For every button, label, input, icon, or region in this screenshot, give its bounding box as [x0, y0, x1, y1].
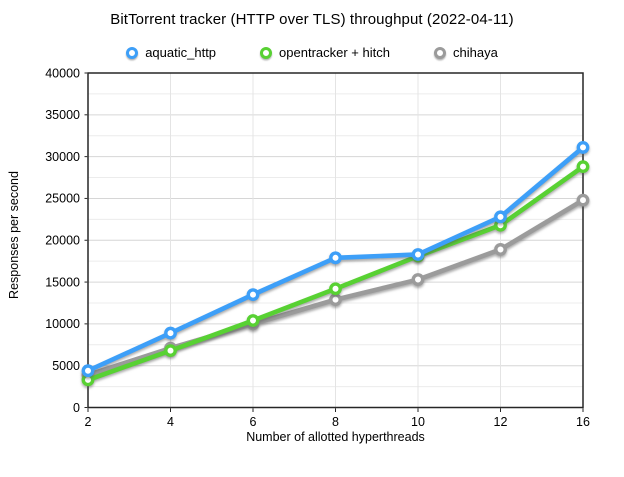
data-point: [576, 160, 590, 174]
data-point: [81, 364, 95, 378]
x-axis-title: Number of allotted hyperthreads: [246, 430, 425, 444]
y-tick-label: 10000: [45, 317, 80, 331]
data-point: [164, 326, 177, 340]
x-tick-label: 12: [494, 415, 508, 429]
chart-title: BitTorrent tracker (HTTP over TLS) throu…: [110, 11, 514, 28]
y-tick-label: 40000: [45, 66, 80, 80]
data-point: [411, 248, 425, 261]
data-point: [329, 251, 342, 265]
legend-label: chihaya: [452, 45, 498, 60]
legend-marker-icon: [126, 46, 139, 59]
y-tick-label: 30000: [45, 150, 80, 164]
y-tick-label: 15000: [45, 275, 80, 289]
y-tick-label: 25000: [45, 192, 80, 206]
y-tick-label: 0: [73, 401, 80, 415]
y-tick-label: 35000: [45, 108, 80, 122]
legend-item-chihaya: chihaya: [433, 45, 498, 60]
legend-marker-icon: [433, 46, 446, 59]
legend-label: aquatic_http: [145, 45, 217, 60]
data-point: [494, 243, 507, 256]
chart-legend: aquatic_http opentracker + hitch chihaya: [0, 45, 624, 60]
x-tick-label: 10: [411, 415, 425, 429]
data-point: [411, 273, 425, 286]
x-tick-label: 6: [250, 415, 257, 429]
data-point: [246, 314, 260, 327]
data-point: [329, 282, 342, 296]
data-point: [576, 141, 590, 154]
series-opentracker-hitch: [81, 160, 590, 387]
legend-item-opentracker-hitch: opentracker + hitch: [260, 45, 390, 60]
x-tick-label: 4: [167, 415, 174, 429]
data-point: [494, 210, 507, 224]
x-tick-label: 8: [332, 415, 339, 429]
data-point: [164, 344, 177, 358]
x-tick-label: 16: [576, 415, 590, 429]
plot-frame: [87, 72, 584, 409]
data-point: [329, 293, 342, 307]
x-tick-label: 2: [85, 415, 92, 429]
data-point: [576, 193, 590, 207]
legend-label: opentracker + hitch: [279, 45, 390, 60]
data-point: [246, 288, 260, 302]
y-tick-label: 5000: [52, 359, 80, 373]
legend-item-aquatic-http: aquatic_http: [126, 45, 216, 60]
legend-marker-icon: [260, 46, 273, 59]
series-aquatic-http: [81, 141, 590, 378]
y-tick-label: 20000: [45, 234, 80, 248]
